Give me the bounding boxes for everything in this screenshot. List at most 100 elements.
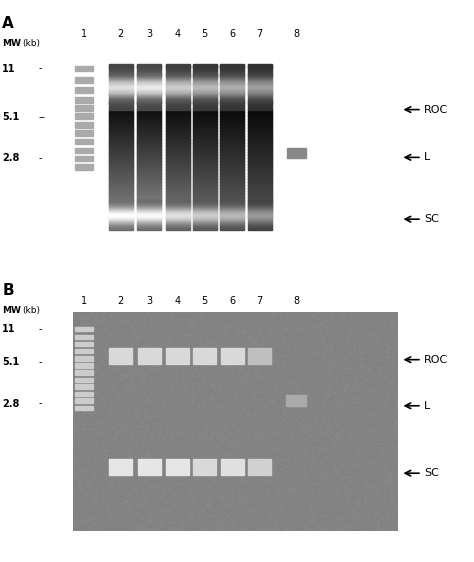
Bar (137, 148, 161, 150)
Bar (137, 91, 161, 93)
Bar (166, 207, 190, 209)
Bar (109, 73, 133, 75)
Bar (109, 196, 133, 198)
Text: B: B (2, 283, 14, 298)
Bar (193, 459, 216, 475)
Bar (220, 145, 244, 147)
Bar (248, 459, 271, 475)
Bar (137, 228, 161, 229)
Bar (166, 205, 190, 207)
Bar (220, 174, 244, 175)
Bar (220, 130, 244, 132)
Bar (220, 225, 244, 226)
Bar (166, 118, 190, 120)
Bar (248, 188, 272, 191)
Bar (109, 76, 133, 78)
Bar (248, 116, 272, 119)
Bar (193, 84, 217, 86)
Bar (166, 98, 190, 99)
Bar (220, 100, 244, 102)
Bar (193, 188, 217, 191)
Bar (193, 127, 217, 129)
Bar (166, 87, 190, 88)
Bar (220, 98, 244, 99)
Bar (220, 196, 244, 198)
Bar (248, 96, 272, 97)
Bar (220, 172, 244, 174)
Bar (193, 156, 217, 157)
Bar (137, 114, 161, 116)
Bar (220, 219, 244, 220)
Bar (137, 199, 161, 201)
Bar (193, 169, 217, 171)
Bar (248, 203, 272, 205)
Bar (109, 74, 133, 76)
Bar (248, 156, 272, 157)
Bar (220, 183, 244, 184)
Bar (193, 151, 217, 153)
Bar (166, 151, 190, 153)
Bar (137, 98, 161, 99)
Bar (109, 120, 133, 121)
Bar (193, 204, 217, 206)
Bar (248, 169, 272, 171)
Bar (193, 121, 217, 123)
Bar (248, 187, 272, 189)
Bar (109, 100, 133, 102)
Bar (193, 83, 217, 85)
Bar (248, 78, 272, 79)
Bar (248, 102, 272, 104)
Bar (248, 211, 272, 213)
Bar (248, 100, 272, 102)
Bar (109, 156, 133, 157)
Text: --: -- (39, 112, 46, 122)
Bar (220, 138, 244, 139)
Bar (220, 178, 244, 180)
Bar (137, 206, 161, 208)
Bar (193, 67, 217, 69)
Bar (137, 165, 161, 166)
Bar (248, 214, 272, 215)
Bar (138, 459, 161, 475)
Bar (166, 65, 190, 67)
Bar (220, 67, 244, 69)
Bar (109, 212, 133, 214)
Bar (193, 161, 217, 164)
Bar (166, 154, 190, 156)
Bar (109, 64, 133, 66)
Bar (193, 211, 217, 213)
Bar (166, 125, 190, 128)
Bar (166, 96, 190, 97)
Bar (193, 116, 217, 119)
Bar (137, 134, 161, 137)
Bar (166, 210, 190, 212)
Bar (109, 225, 133, 226)
Bar (109, 161, 133, 164)
Bar (137, 158, 161, 161)
Bar (137, 214, 161, 215)
Bar (193, 158, 217, 161)
Bar (166, 156, 190, 157)
Bar (166, 115, 190, 117)
Bar (109, 190, 133, 192)
Bar (220, 136, 244, 138)
Bar (193, 219, 217, 220)
Bar (220, 116, 244, 119)
Bar (248, 136, 272, 138)
Bar (220, 83, 244, 85)
Bar (248, 221, 272, 223)
Bar (220, 109, 244, 111)
Bar (248, 133, 272, 135)
Bar (220, 88, 244, 89)
Bar (166, 80, 190, 81)
Bar (109, 226, 133, 228)
Text: 2: 2 (118, 296, 124, 306)
Bar (137, 84, 161, 86)
Bar (137, 74, 161, 76)
Bar (137, 101, 161, 103)
Bar (137, 181, 161, 183)
Bar (137, 209, 161, 210)
Bar (137, 205, 161, 207)
Bar (109, 78, 133, 79)
Bar (248, 216, 272, 218)
